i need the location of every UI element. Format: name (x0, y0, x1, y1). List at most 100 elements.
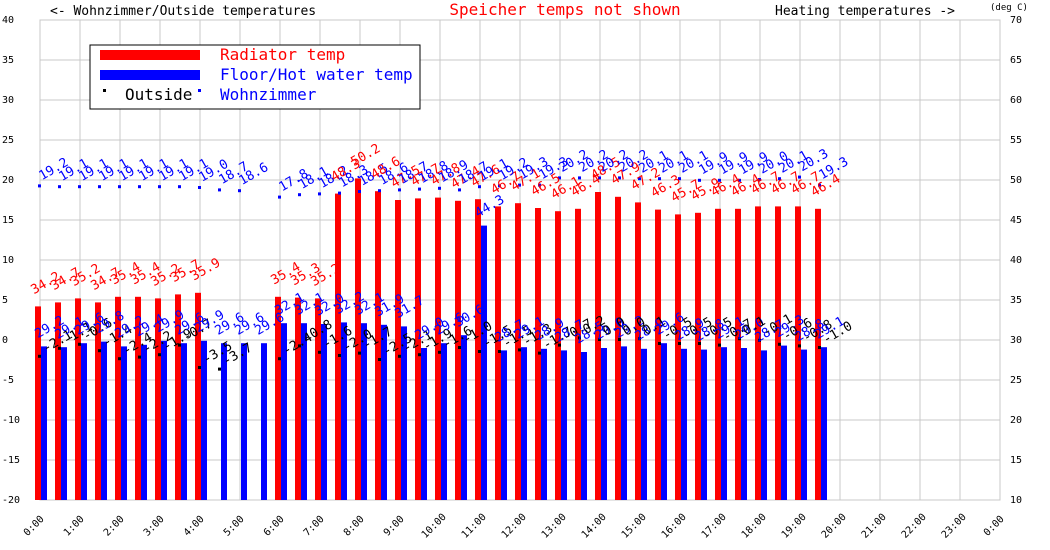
radiator-bar (415, 198, 421, 500)
x-tick-label: 1:00 (62, 514, 87, 539)
legend-wohnzimmer-label: Wohnzimmer (220, 85, 317, 104)
radiator-bar (355, 178, 361, 500)
wohnzimmer-point (38, 184, 41, 188)
right-tick-label: 50 (1010, 175, 1022, 186)
x-tick-label: 14:00 (580, 512, 609, 541)
right-tick-label: 15 (1010, 455, 1022, 466)
floor-bar (261, 343, 267, 500)
radiator-bar (95, 302, 101, 500)
left-tick-label: -10 (2, 415, 20, 426)
floor-bar (761, 350, 767, 500)
floor-bar (61, 347, 67, 500)
right-tick-label: 30 (1010, 335, 1022, 346)
floor-bar (781, 345, 787, 500)
radiator-bar (695, 212, 701, 501)
left-tick-label: -15 (2, 455, 20, 466)
outside-point (158, 353, 161, 357)
wohnzimmer-point (158, 185, 161, 189)
outside-point (178, 343, 181, 347)
left-tick-label: 5 (2, 295, 8, 306)
right-tick-label: 35 (1010, 295, 1022, 306)
outside-point (538, 351, 541, 355)
outside-point (698, 342, 701, 345)
floor-bar (341, 322, 347, 500)
outside-point (638, 337, 641, 341)
wohnzimmer-point (498, 184, 501, 188)
x-tick-label: 20:00 (820, 512, 849, 541)
x-tick-label: 15:00 (620, 512, 649, 541)
outside-point (278, 357, 281, 361)
wohnzimmer-point (338, 191, 341, 195)
wohnzimmer-point (78, 185, 81, 189)
radiator-bar (595, 192, 601, 500)
x-tick-label: 11:00 (460, 512, 489, 541)
outside-point (598, 338, 601, 341)
outside-point (438, 350, 441, 354)
x-tick-label: 18:00 (740, 512, 769, 541)
outside-point (518, 348, 521, 352)
radiator-bar (375, 191, 381, 500)
floor-bar (661, 343, 667, 500)
wohnzimmer-point (698, 178, 701, 182)
wohnzimmer-point (438, 186, 441, 190)
left-tick-label: 25 (2, 135, 14, 146)
left-tick-label: 0 (2, 335, 8, 346)
radiator-bar (155, 298, 161, 500)
outside-point (578, 336, 581, 340)
radiator-bar (735, 208, 741, 501)
right-tick-label: 60 (1010, 95, 1022, 106)
x-tick-label: 8:00 (342, 514, 367, 539)
wohnzimmer-point (178, 185, 181, 189)
floor-bar (681, 348, 687, 500)
x-tick-label: 16:00 (660, 512, 689, 541)
wohnzimmer-point (478, 185, 481, 189)
floor-bar (301, 323, 307, 500)
radiator-bar (135, 296, 141, 500)
outside-point (78, 342, 81, 346)
wohnzimmer-point (538, 183, 541, 187)
floor-bar (541, 348, 547, 500)
wohnzimmer-point (118, 185, 121, 189)
outside-point (138, 355, 141, 359)
legend-radiator-swatch (100, 50, 200, 60)
outside-point (498, 350, 501, 353)
right-tick-label: 65 (1010, 55, 1022, 66)
floor-bar (741, 348, 747, 500)
floor-bar (701, 349, 707, 500)
floor-bar (321, 324, 327, 500)
radiator-bar (455, 200, 461, 501)
left-tick-label: 40 (2, 15, 14, 26)
data-labels: 34.229.2-2.119.234.729.1-1.119.135.229.6… (29, 141, 856, 369)
x-tick-label: 17:00 (700, 512, 729, 541)
outside-point (458, 346, 461, 349)
wohnzimmer-point (298, 193, 301, 197)
wohnzimmer-point (678, 177, 681, 181)
radiator-bar (635, 202, 641, 500)
right-tick-label: 40 (1010, 255, 1022, 266)
x-tick-label: 0:00 (22, 514, 47, 539)
x-tick-label: 9:00 (382, 514, 407, 539)
wohnzimmer-point (378, 189, 381, 193)
wohnzimmer-point (58, 185, 61, 189)
floor-bar (481, 225, 487, 500)
floor-bar (81, 343, 87, 500)
outside-point (378, 358, 381, 361)
outside-point (418, 353, 421, 357)
bars (35, 178, 827, 501)
floor-bar (41, 346, 47, 500)
wohnzimmer-point (138, 185, 141, 189)
wohnzimmer-point (738, 178, 741, 182)
wohnzimmer-point (458, 188, 461, 192)
radiator-bar (795, 206, 801, 500)
floor-bar (181, 343, 187, 500)
legend-outside-marker (103, 89, 106, 92)
radiator-bar (295, 297, 301, 500)
wohnzimmer-point (218, 188, 221, 192)
wohnzimmer-point (198, 186, 201, 189)
right-tick-label: 25 (1010, 375, 1022, 386)
left-tick-label: 30 (2, 95, 14, 106)
legend-outside-label: Outside (125, 85, 192, 104)
wohnzimmer-point (358, 190, 361, 193)
radiator-bar (275, 296, 281, 500)
unit-label: (deg C) (990, 3, 1028, 13)
